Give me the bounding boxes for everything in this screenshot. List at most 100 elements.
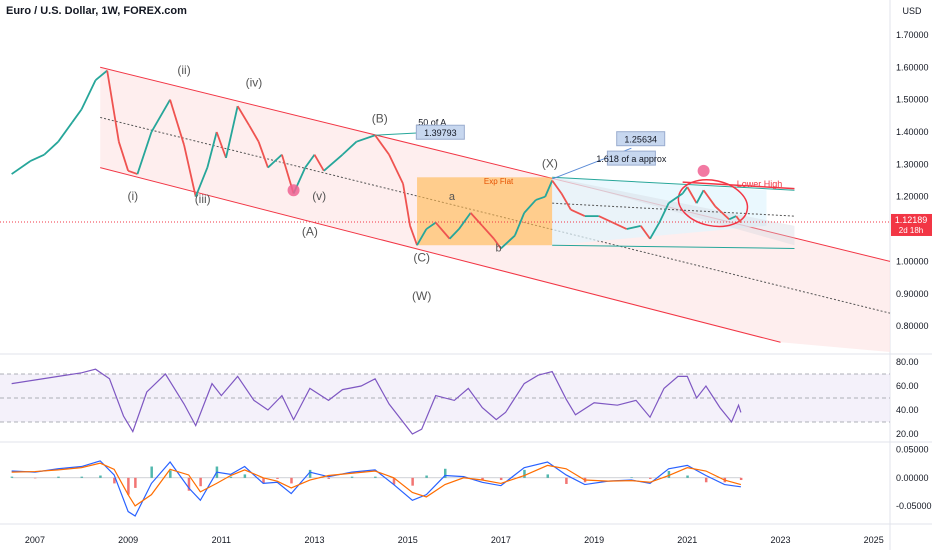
price-segment [434, 221, 451, 240]
price-segment [225, 105, 239, 159]
price-segment [169, 99, 185, 146]
wave-label: (C) [413, 250, 430, 264]
time-tick-label: 2007 [25, 535, 45, 545]
wave-label: (W) [412, 289, 431, 303]
macd-histogram-bar [276, 477, 279, 479]
price-segment [695, 189, 705, 204]
fib-value-box [616, 131, 666, 147]
time-tick-label: 2019 [584, 535, 604, 545]
rsi-line [11, 368, 742, 435]
fib-value-label: 1.618 of a approx [596, 154, 667, 164]
price-segment [356, 134, 376, 143]
price-segment [409, 225, 418, 246]
price-tick-label: 0.80000 [896, 321, 929, 331]
price-segment [80, 79, 97, 110]
macd-histogram-bar [308, 469, 312, 478]
price-segment [612, 221, 628, 230]
time-tick-label: 2025 [864, 535, 884, 545]
macd-histogram-bar [150, 466, 153, 478]
wave-label: (ii) [177, 63, 190, 77]
wave-label: b [496, 243, 502, 255]
price-segment [728, 215, 737, 221]
price-tick-label: 1.60000 [896, 62, 929, 72]
price-tick-label: 1.50000 [896, 95, 929, 105]
price-segment [388, 154, 404, 185]
macd-histogram-bar [411, 477, 414, 486]
price-segment [94, 69, 108, 81]
price-segment [206, 131, 218, 168]
price-segment [136, 131, 153, 175]
macd-histogram-bar [10, 476, 14, 478]
wedge-upper-line [552, 176, 795, 191]
price-segment [313, 154, 325, 172]
rsi-tick-label: 40.00 [896, 405, 919, 415]
price-segment [714, 205, 730, 221]
macd-histogram-bar [392, 477, 396, 485]
marker-pin [697, 164, 710, 177]
price-segment [248, 125, 260, 143]
price-segment [257, 141, 269, 168]
exp-flat-label: Exp Flat [484, 177, 514, 186]
macd-histogram-bar [327, 477, 331, 479]
wave-label: (B) [372, 111, 388, 125]
macd-histogram-bar [481, 477, 484, 481]
current-price-label: 1.12189 [895, 215, 928, 225]
macd-histogram-bar [57, 476, 60, 478]
price-segment [150, 99, 171, 133]
price-segment [668, 192, 684, 204]
macd-tick-label: 0.05000 [896, 445, 929, 455]
price-tick-label: 1.00000 [896, 256, 929, 266]
price-segment [514, 212, 526, 236]
wave-label: (A) [302, 225, 318, 239]
fib-value-label: 1.25634 [624, 135, 657, 145]
countdown-label: 2d 18h [899, 226, 923, 235]
price-segment [649, 222, 661, 240]
macd-histogram-bar [444, 468, 447, 478]
signal-line [11, 462, 742, 507]
macd-line [11, 460, 741, 517]
price-segment [106, 70, 120, 142]
macd-histogram-bar [262, 477, 265, 484]
macd-histogram-bar [630, 477, 633, 478]
price-segment [194, 167, 209, 198]
price-segment [681, 186, 689, 194]
price-segment [304, 154, 316, 169]
price-tick-label: 0.90000 [896, 289, 929, 299]
price-segment [416, 228, 428, 246]
macd-histogram-bar [374, 476, 377, 478]
wave-label: (iii) [195, 192, 211, 206]
current-price-tag [891, 213, 932, 236]
channel-upper-line [100, 66, 891, 262]
price-segment [267, 153, 283, 169]
price-segment [127, 169, 138, 175]
wedge-mid-line [552, 202, 795, 217]
currency-label: USD [902, 6, 922, 16]
price-segment [544, 180, 553, 198]
price-segment [639, 225, 651, 240]
fib-value-box [606, 150, 656, 166]
macd-histogram-bar [739, 477, 743, 481]
price-segment [57, 121, 73, 143]
price-segment [215, 131, 227, 159]
macd-histogram-bar [134, 477, 137, 488]
macd-histogram-bar [704, 477, 708, 483]
time-tick-label: 2023 [770, 535, 790, 545]
price-segment [598, 215, 614, 224]
price-segment [481, 225, 495, 240]
macd-histogram-bar [229, 476, 233, 478]
macd-histogram-bar [243, 474, 247, 478]
wedge-lower-line [552, 244, 795, 249]
price-segment [341, 141, 358, 156]
price-segment [570, 208, 586, 217]
price-segment [500, 234, 516, 250]
price-segment [658, 202, 670, 223]
chart-title: Euro / U.S. Dollar, 1W, FOREX.com [6, 5, 187, 17]
price-segment [183, 144, 197, 197]
macd-histogram-bar [113, 477, 116, 484]
macd-histogram-bar [546, 474, 550, 478]
fib-value-label: 1.39793 [424, 128, 457, 138]
time-tick-label: 2013 [305, 535, 325, 545]
price-segment [374, 134, 390, 156]
price-segment [493, 238, 502, 249]
